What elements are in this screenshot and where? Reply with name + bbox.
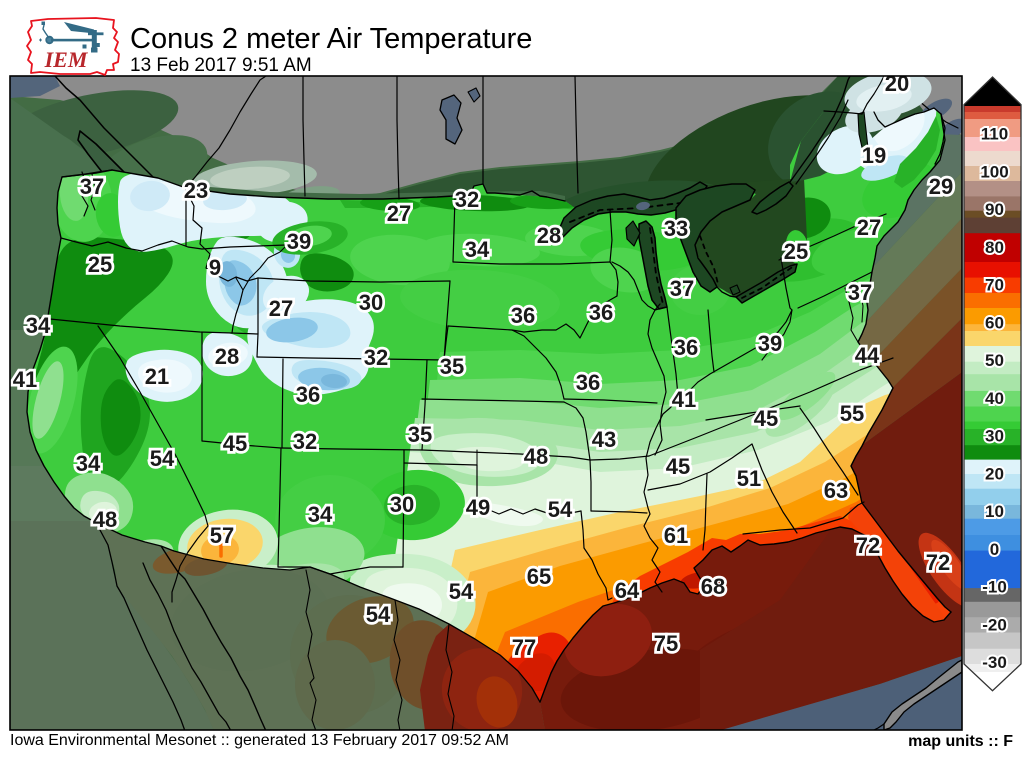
svg-text:30: 30 [359,290,383,315]
svg-text:0: 0 [990,540,999,559]
svg-text:90: 90 [985,200,1004,219]
svg-text:19: 19 [862,143,886,168]
svg-text:50: 50 [985,351,1004,370]
svg-text:Iowa Environmental Mesonet ::: Iowa Environmental Mesonet :: generated … [10,732,509,749]
svg-text:45: 45 [223,431,247,456]
svg-text:13 Feb 2017 9:51 AM: 13 Feb 2017 9:51 AM [130,55,312,76]
svg-text:48: 48 [93,507,117,532]
svg-text:54: 54 [150,446,175,471]
svg-text:55: 55 [840,401,864,426]
svg-text:25: 25 [784,239,808,264]
svg-text:48: 48 [524,444,548,469]
svg-text:54: 54 [449,579,474,604]
svg-text:64: 64 [615,578,640,603]
svg-text:41: 41 [672,387,696,412]
svg-text:37: 37 [848,280,872,305]
svg-text:60: 60 [985,313,1004,332]
svg-text:10: 10 [985,502,1004,521]
svg-text:27: 27 [269,296,293,321]
svg-text:51: 51 [737,466,761,491]
svg-text:32: 32 [455,187,479,212]
svg-text:41: 41 [13,367,37,392]
svg-text:32: 32 [364,345,388,370]
svg-text:39: 39 [287,229,311,254]
svg-text:20: 20 [985,464,1004,483]
svg-text:36: 36 [296,382,320,407]
svg-text:54: 54 [366,602,391,627]
svg-text:49: 49 [466,495,490,520]
svg-text:70: 70 [985,276,1004,295]
svg-text:34: 34 [308,502,333,527]
svg-text:36: 36 [674,335,698,360]
svg-text:80: 80 [985,238,1004,257]
svg-text:45: 45 [666,454,690,479]
svg-text:-30: -30 [982,653,1007,672]
svg-text:27: 27 [387,201,411,226]
svg-text:35: 35 [440,354,464,379]
svg-text:34: 34 [76,451,101,476]
svg-text:21: 21 [145,364,169,389]
svg-text:39: 39 [758,331,782,356]
svg-text:57: 57 [210,523,234,548]
svg-text:35: 35 [408,422,432,447]
svg-text:29: 29 [929,174,953,199]
svg-text:100: 100 [980,162,1008,181]
svg-text:9: 9 [209,255,221,280]
svg-text:-10: -10 [982,578,1007,597]
svg-text:75: 75 [654,631,678,656]
svg-text:36: 36 [589,300,613,325]
svg-text:23: 23 [184,178,208,203]
svg-text:36: 36 [511,303,535,328]
svg-text:72: 72 [856,533,880,558]
svg-text:68: 68 [701,574,725,599]
svg-text:37: 37 [670,276,694,301]
svg-text:36: 36 [576,370,600,395]
svg-text:34: 34 [465,237,490,262]
svg-text:45: 45 [754,406,778,431]
svg-text:Conus 2 meter Air Temperature: Conus 2 meter Air Temperature [130,23,532,55]
svg-text:40: 40 [985,389,1004,408]
svg-text:28: 28 [537,223,561,248]
svg-text:32: 32 [293,429,317,454]
svg-text:map units :: F: map units :: F [908,733,1013,750]
svg-text:77: 77 [512,635,536,660]
svg-text:28: 28 [215,344,239,369]
svg-text:25: 25 [88,252,112,277]
svg-text:34: 34 [26,313,51,338]
svg-text:61: 61 [664,523,688,548]
svg-text:54: 54 [548,497,573,522]
svg-text:63: 63 [824,478,848,503]
svg-text:30: 30 [985,427,1004,446]
svg-text:37: 37 [80,174,104,199]
svg-text:110: 110 [981,125,1008,144]
svg-text:33: 33 [664,216,688,241]
svg-text:27: 27 [857,215,881,240]
svg-text:30: 30 [390,492,414,517]
svg-text:72: 72 [926,550,950,575]
svg-text:43: 43 [592,427,616,452]
svg-text:-20: -20 [982,615,1007,634]
svg-text:IEM: IEM [44,47,89,72]
svg-text:44: 44 [855,343,880,368]
svg-text:20: 20 [885,71,909,96]
svg-text:65: 65 [527,564,551,589]
